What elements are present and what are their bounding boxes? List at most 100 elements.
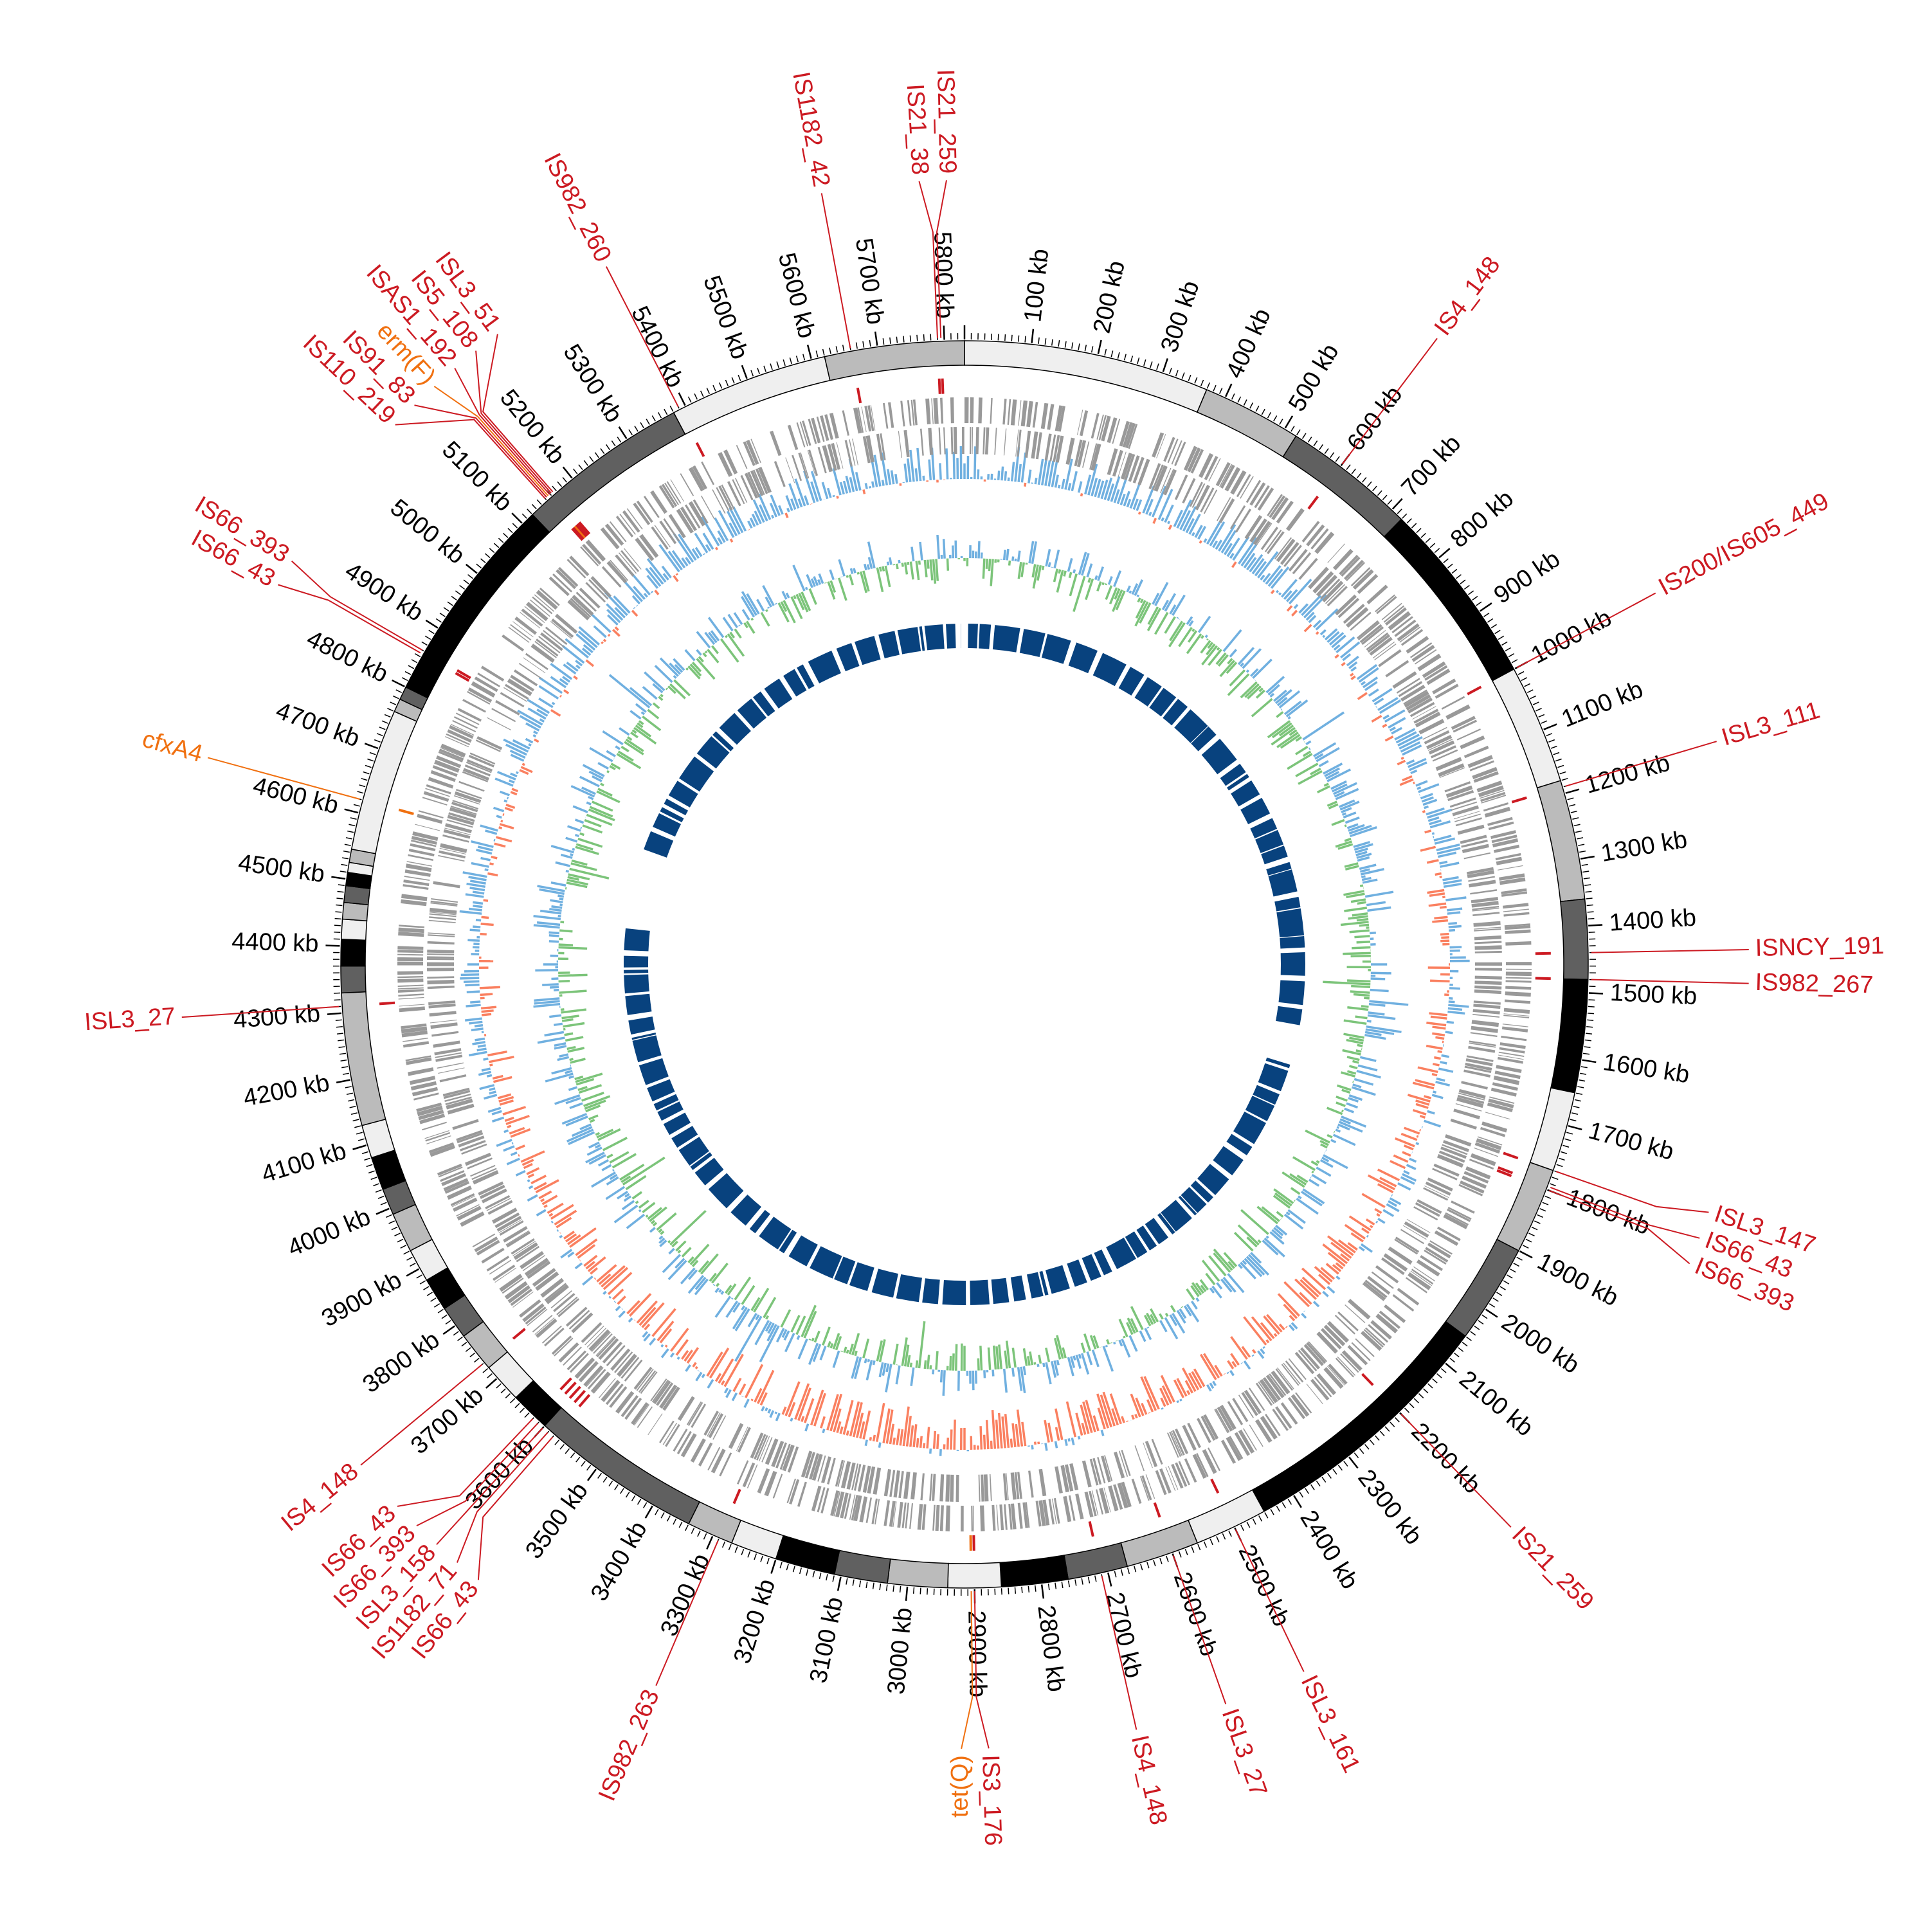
gc-skew-bar xyxy=(470,888,485,890)
gc-content-bar xyxy=(716,1288,719,1292)
gc-content-bar xyxy=(716,1283,718,1286)
minor-tick xyxy=(679,1522,682,1528)
tick-label: 4000 kb xyxy=(284,1204,374,1263)
gc-content-bar xyxy=(1298,1196,1301,1198)
forward-strand-gene xyxy=(398,985,424,988)
gc-content-bar xyxy=(1331,1140,1336,1142)
forward-strand-gene xyxy=(883,1500,890,1526)
gc-skew-bar xyxy=(1383,1210,1393,1216)
gc-content-bar xyxy=(568,826,581,831)
gc-skew-bar xyxy=(1358,693,1367,700)
gc-skew-bar xyxy=(1292,611,1297,616)
gc-content-bar xyxy=(983,559,984,579)
minor-tick xyxy=(853,1580,854,1586)
gc-skew-bar xyxy=(879,1443,880,1448)
gc-skew-bar xyxy=(509,781,514,782)
minor-tick xyxy=(350,1106,356,1108)
minor-tick xyxy=(1271,1509,1274,1515)
minor-tick xyxy=(520,1408,524,1413)
gc-skew-bar xyxy=(745,1399,748,1407)
gc-skew-bar xyxy=(494,840,495,841)
gc-content-bar xyxy=(705,651,707,653)
gc-content-bar xyxy=(1361,876,1365,877)
minor-tick xyxy=(903,336,904,343)
gc-skew-bar xyxy=(484,1059,489,1060)
minor-tick xyxy=(609,1481,613,1486)
gc-content-track xyxy=(534,535,1409,1396)
gc-content-bar xyxy=(567,1047,575,1049)
forward-strand-gene xyxy=(1505,1000,1530,1004)
gc-skew-bar xyxy=(951,1429,952,1449)
minor-tick xyxy=(1433,1378,1437,1383)
gc-content-bar xyxy=(592,1173,615,1187)
minor-tick xyxy=(1582,865,1588,866)
minor-tick xyxy=(1388,500,1392,504)
gc-content-bar xyxy=(806,587,807,590)
gc-content-bar xyxy=(888,562,889,565)
major-tick xyxy=(353,1145,367,1149)
minor-tick xyxy=(1213,385,1216,391)
gc-skew-bar xyxy=(500,791,510,795)
gc-skew-bar xyxy=(619,1311,625,1317)
gc-skew-bar xyxy=(1447,908,1462,910)
gc-skew-bar xyxy=(563,646,584,663)
gc-content-bar xyxy=(674,676,676,678)
gc-skew-bar xyxy=(1426,1023,1446,1025)
gc-skew-bar xyxy=(1402,1152,1411,1156)
annotation-connector xyxy=(437,1428,543,1544)
gc-content-bar xyxy=(1324,784,1328,786)
minor-tick xyxy=(1338,1465,1342,1470)
gc-content-bar xyxy=(1327,1135,1332,1137)
reverse-strand-gene xyxy=(945,1474,950,1501)
minor-tick xyxy=(1474,1326,1480,1330)
gc-skew-bar xyxy=(1200,1355,1216,1380)
minor-tick xyxy=(1373,486,1377,491)
forward-strand-gene xyxy=(973,1506,974,1531)
gc-skew-bar xyxy=(1279,593,1280,595)
gc-skew-bar xyxy=(604,640,606,642)
gc-skew-bar xyxy=(1136,1414,1137,1418)
gc-skew-bar xyxy=(1022,1422,1026,1446)
gc-content-bar xyxy=(820,1346,826,1360)
gc-content-bar xyxy=(563,1029,565,1030)
synteny-block-track xyxy=(624,624,1305,1305)
minor-tick xyxy=(1575,1099,1581,1101)
reverse-strand-gene xyxy=(1256,523,1272,546)
tick-label: 600 kb xyxy=(1342,381,1408,456)
gc-skew-bar xyxy=(544,1205,547,1207)
minor-tick xyxy=(694,393,697,399)
minor-tick xyxy=(417,1275,422,1278)
major-tick xyxy=(1439,548,1450,557)
minor-tick xyxy=(1574,824,1580,826)
minor-tick xyxy=(754,1554,756,1560)
forward-strand-gene xyxy=(1018,1503,1023,1529)
gc-content-bar xyxy=(1288,1210,1305,1223)
gc-skew-bar xyxy=(512,789,518,791)
gc-content-bar xyxy=(1166,1314,1168,1317)
gc-skew-bar xyxy=(476,920,481,921)
gc-skew-bar xyxy=(601,642,602,644)
gc-skew-bar xyxy=(527,1195,537,1200)
gc-content-bar xyxy=(1030,1351,1033,1365)
gc-skew-bar xyxy=(527,1180,529,1182)
minor-tick xyxy=(1523,1245,1528,1248)
minor-tick xyxy=(846,1578,847,1585)
minor-tick xyxy=(368,1171,374,1173)
gc-skew-bar xyxy=(1404,1171,1409,1173)
major-tick xyxy=(875,332,877,346)
forward-strand-gene xyxy=(1047,404,1054,429)
gc-content-bar xyxy=(682,1248,691,1257)
minor-tick xyxy=(1564,1139,1571,1141)
forward-strand-gene xyxy=(1366,584,1388,604)
gc-skew-bar xyxy=(478,1072,491,1074)
minor-tick xyxy=(1571,1113,1578,1114)
minor-tick xyxy=(860,1580,861,1587)
contig-band xyxy=(1000,1555,1068,1587)
gc-skew-bar xyxy=(1316,609,1338,629)
minor-tick xyxy=(1568,798,1574,800)
minor-tick xyxy=(410,1263,415,1267)
gc-content-bar xyxy=(623,1158,665,1185)
minor-tick xyxy=(1573,1106,1580,1108)
gc-content-bar xyxy=(1288,717,1290,719)
minor-tick xyxy=(1008,1588,1009,1594)
